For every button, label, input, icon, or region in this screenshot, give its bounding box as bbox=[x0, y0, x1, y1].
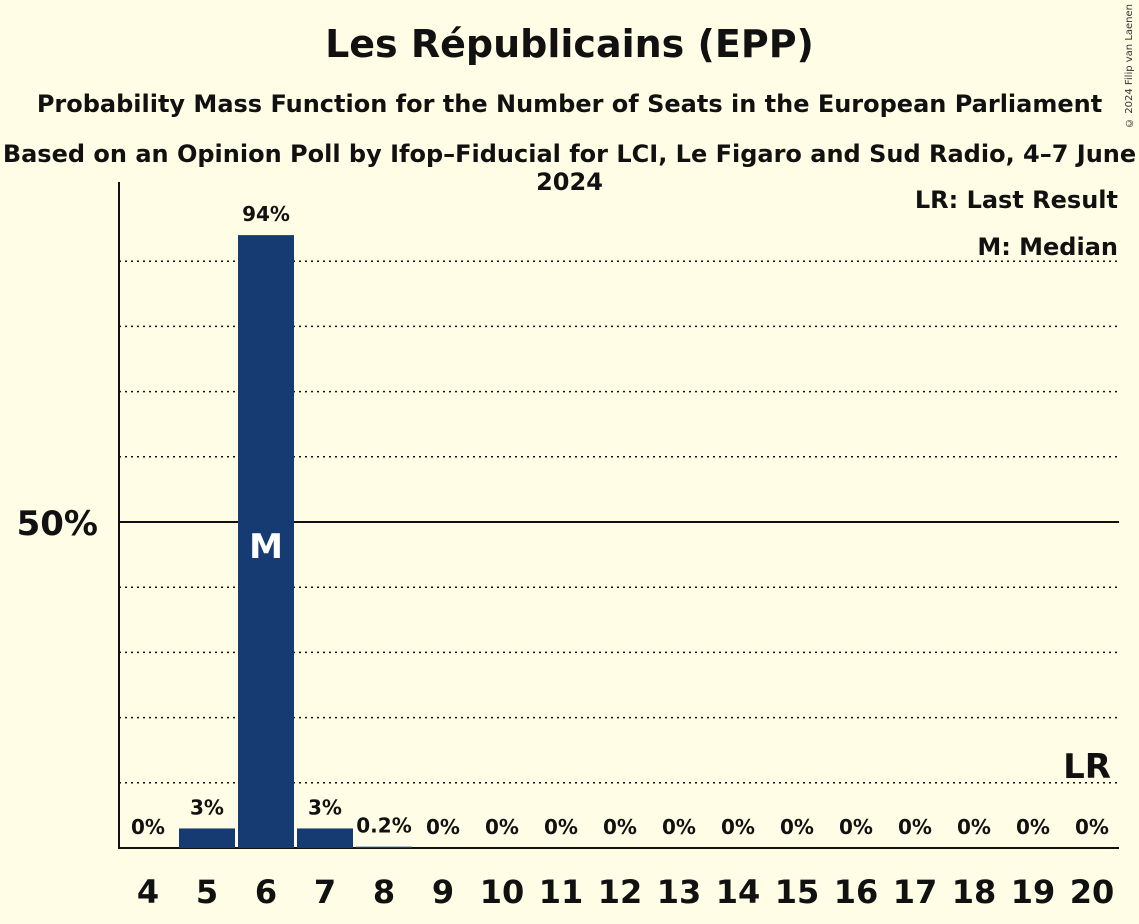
x-tick-label: 14 bbox=[716, 873, 761, 911]
bar bbox=[179, 828, 235, 848]
x-tick-label: 17 bbox=[893, 873, 938, 911]
data-label: 94% bbox=[242, 202, 290, 226]
y-tick-label: 50% bbox=[17, 504, 98, 544]
legend-median: M: Median bbox=[977, 233, 1118, 261]
data-label: 0% bbox=[957, 815, 991, 839]
legend-last-result: LR: Last Result bbox=[914, 186, 1118, 214]
data-label: 0% bbox=[544, 815, 578, 839]
x-tick-label: 10 bbox=[480, 873, 525, 911]
data-label: 0% bbox=[839, 815, 873, 839]
x-tick-label: 19 bbox=[1011, 873, 1056, 911]
data-label: 0% bbox=[780, 815, 814, 839]
data-label: 3% bbox=[190, 795, 224, 819]
chart-title: Les Républicains (EPP) bbox=[325, 22, 814, 66]
chart-source-note: Based on an Opinion Poll by Ifop–Fiducia… bbox=[2, 140, 1137, 196]
x-tick-label: 15 bbox=[775, 873, 820, 911]
chart-subtitle: Probability Mass Function for the Number… bbox=[36, 90, 1103, 118]
data-label: 0% bbox=[662, 815, 696, 839]
bar bbox=[356, 846, 412, 848]
x-tick-label: 9 bbox=[432, 873, 454, 911]
data-label: 0% bbox=[485, 815, 519, 839]
x-tick-label: 11 bbox=[539, 873, 584, 911]
data-label: 3% bbox=[308, 795, 342, 819]
x-tick-label: 5 bbox=[196, 873, 218, 911]
x-tick-label: 13 bbox=[657, 873, 702, 911]
bar bbox=[297, 828, 353, 848]
x-tick-label: 16 bbox=[834, 873, 879, 911]
last-result-marker: LR bbox=[1063, 747, 1111, 787]
bar bbox=[238, 235, 294, 848]
x-tick-label: 8 bbox=[373, 873, 395, 911]
x-tick-label: 7 bbox=[314, 873, 336, 911]
data-label: 0% bbox=[898, 815, 932, 839]
x-tick-label: 12 bbox=[598, 873, 643, 911]
data-label: 0.2% bbox=[356, 814, 411, 838]
data-label: 0% bbox=[1016, 815, 1050, 839]
data-label: 0% bbox=[426, 815, 460, 839]
x-tick-label: 4 bbox=[137, 873, 159, 911]
median-marker: M bbox=[249, 527, 283, 567]
x-tick-label: 6 bbox=[255, 873, 277, 911]
data-label: 0% bbox=[603, 815, 637, 839]
x-tick-label: 20 bbox=[1070, 873, 1115, 911]
data-label: 0% bbox=[1075, 815, 1109, 839]
x-tick-label: 18 bbox=[952, 873, 997, 911]
data-label: 0% bbox=[721, 815, 755, 839]
data-label: 0% bbox=[131, 815, 165, 839]
